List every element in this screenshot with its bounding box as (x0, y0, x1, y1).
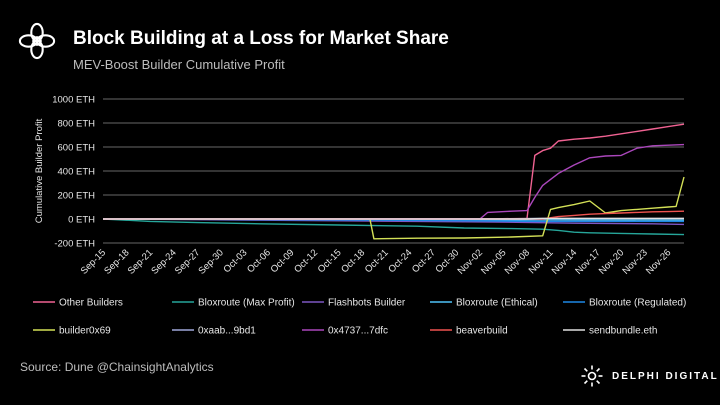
y-tick-label: 0 ETH (68, 215, 95, 226)
x-tick-label: Oct-12 (292, 247, 320, 275)
series-line (102, 218, 685, 236)
series-line (103, 217, 684, 220)
legend-label: Bloxroute (Regulated) (589, 298, 686, 309)
legend-label: 0xaab...9bd1 (198, 326, 256, 337)
legend-label: Other Builders (59, 298, 123, 309)
y-tick-label: 800 ETH (58, 119, 96, 130)
y-tick-label: 1000 ETH (52, 95, 95, 106)
series-line (103, 176, 685, 240)
x-tick-label: Nov-26 (644, 247, 673, 276)
x-tick-label: Nov-11 (527, 247, 556, 276)
y-axis-label: Cumulative Builder Profit (34, 118, 45, 223)
x-tick-label: Sep-15 (79, 247, 108, 276)
x-tick-label: Nov-08 (503, 247, 532, 276)
series-line (102, 123, 685, 220)
x-tick-label: Sep-27 (173, 247, 202, 276)
x-tick-label: Nov-14 (550, 247, 579, 276)
x-tick-label: Sep-21 (126, 247, 155, 276)
source-note: Source: Dune @ChainsightAnalytics (20, 360, 214, 374)
brand: DELPHI DIGITAL (580, 364, 719, 388)
x-tick-label: Oct-18 (339, 247, 367, 275)
x-tick-label: Oct-03 (222, 247, 250, 275)
x-tick-label: Sep-24 (149, 247, 178, 276)
y-tick-label: -200 ETH (54, 239, 95, 250)
line-chart: -200 ETH 0 ETH 200 ETH 400 ETH 600 ETH 800 ET… (33, 95, 686, 337)
page-subtitle: MEV-Boost Builder Cumulative Profit (73, 57, 285, 72)
x-tick-label: Oct-09 (269, 247, 297, 275)
y-tick-label: 400 ETH (58, 167, 96, 178)
x-tick-label: Nov-02 (456, 247, 485, 276)
series-line (103, 143, 685, 220)
page-title: Block Building at a Loss for Market Shar… (73, 28, 449, 49)
series-line (103, 210, 685, 220)
legend-label: Bloxroute (Ethical) (456, 298, 538, 309)
y-tick-label: 600 ETH (58, 143, 96, 154)
x-tick-label: Nov-05 (479, 247, 508, 276)
x-tick-label: Nov-20 (597, 247, 626, 276)
sun-ring-icon (581, 365, 603, 387)
x-tick-label: Nov-17 (573, 247, 602, 276)
x-tick-label: Sep-30 (196, 247, 225, 276)
x-tick-label: Oct-21 (363, 247, 391, 275)
y-tick-label: 200 ETH (58, 191, 96, 202)
legend-label: Bloxroute (Max Profit) (198, 298, 295, 309)
legend-label: builder0x69 (59, 326, 111, 337)
x-tick-label: Oct-27 (410, 247, 438, 275)
x-tick-label: Oct-15 (316, 247, 344, 275)
x-tick-label: Oct-24 (386, 247, 414, 275)
x-tick-label: Sep-18 (102, 247, 131, 276)
legend-label: beaverbuild (456, 326, 508, 337)
x-tick-label: Oct-06 (245, 247, 273, 275)
brand-name: DELPHI DIGITAL (612, 370, 719, 382)
x-tick-label: Nov-23 (620, 247, 649, 276)
legend-label: 0x4737...7dfc (328, 326, 388, 337)
legend-label: Flashbots Builder (328, 298, 406, 309)
legend-label: sendbundle.eth (589, 326, 657, 337)
flower-ring-icon (18, 22, 56, 60)
